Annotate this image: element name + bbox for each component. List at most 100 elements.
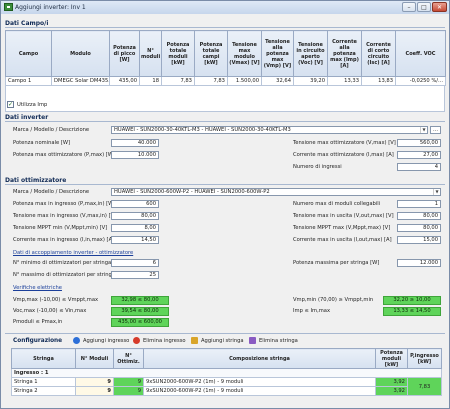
check-label: Vmp,max (-10,00) ≤ Vmppt,max [13, 297, 99, 303]
add-string-label: Aggiungi stringa [201, 337, 244, 344]
string-row-1[interactable]: Stringa 1 9 9 9xSUN2000-600W-P2 (1m) - 9… [11, 377, 442, 396]
moduli-stepper[interactable]: 9 [75, 377, 114, 387]
field-label: Tensione MPPT min (V,Mppt,min) [V] [13, 225, 108, 231]
field-input[interactable]: 1 [397, 200, 441, 208]
field-input[interactable]: 15,00 [397, 236, 441, 244]
use-imp-checkbox[interactable]: ✓ [7, 101, 14, 108]
del-input-button[interactable]: Elimina ingresso [133, 337, 186, 344]
campo-section-title: Dati Campo/i [5, 19, 445, 28]
config-col-header[interactable]: Composizione stringa [143, 348, 376, 369]
window-title: Aggiungi inverter: Inv 1 [15, 4, 86, 11]
chevron-down-icon: ▼ [420, 127, 427, 133]
field-input[interactable]: 8,00 [111, 224, 159, 232]
string-name: Stringa 2 [11, 386, 76, 396]
inverter-num-ingressi-input[interactable]: 4 [397, 163, 441, 171]
minus-circle-icon [133, 337, 140, 344]
inverter-model-select[interactable]: HUAWEI - SUN2000-30-40KTL-M3 - HUAWEI - … [111, 126, 428, 134]
ott-model-select[interactable]: HUAWEI - SUN2000-600W-P2 - HUAWEI - SUN2… [111, 188, 441, 196]
config-col-header[interactable]: N° Ottimiz. [113, 348, 144, 369]
inverter-model-value: HUAWEI - SUN2000-30-40KTL-M3 - HUAWEI - … [114, 127, 291, 133]
campo-cell: 13,33 [327, 76, 362, 86]
ott-model-value: HUAWEI - SUN2000-600W-P2 - HUAWEI - SUN2… [114, 189, 270, 195]
delete-string-icon [249, 337, 256, 344]
del-string-button[interactable]: Elimina stringa [249, 337, 298, 344]
inverter-pot-max-ott-label: Potenza max ottimizzatore (P,max) [W] [13, 152, 115, 158]
config-col-header[interactable]: Potenza moduli [kW] [375, 348, 408, 369]
config-table[interactable]: Stringa N° Moduli N° Ottimiz. Composizione … [11, 348, 442, 396]
use-imp-label: Utilizza Imp [17, 102, 48, 108]
check-label: Pmoduli ≤ Pmax,in [13, 319, 63, 325]
app-icon [4, 3, 13, 11]
field-input[interactable]: 600 [111, 200, 159, 208]
string-name: Stringa 1 [11, 377, 76, 387]
campo-cell: -0,0250 %/... [395, 76, 446, 86]
field-input[interactable]: 14,50 [111, 236, 159, 244]
campo-col-header[interactable]: Potenza totale moduli [kW] [161, 30, 195, 77]
campo-col-header[interactable]: Tensione in circuito aperto (Voc) [V] [293, 30, 328, 77]
campo-table[interactable]: Campo Modulo Potenza di picco [W] N° moduli… [5, 30, 446, 86]
moduli-stepper[interactable]: 9 [75, 386, 114, 396]
potenza-moduli: 3,92 [375, 377, 408, 387]
field-label: Tensione MPPT max (V,Mppt,max) [V] [293, 225, 391, 231]
group-row[interactable]: Ingresso : 1 [11, 368, 442, 378]
pot-max-stringa-input[interactable]: 12.000 [397, 259, 441, 267]
group-label: Ingresso : 1 [11, 368, 442, 378]
ottimizzatore-section-title: Dati ottimizzatore [5, 176, 445, 185]
check-result: 32,98 ≤ 80,00 [111, 296, 169, 305]
inverter-corr-max-input[interactable]: 27,00 [397, 151, 441, 159]
campo-row[interactable]: Campo 1 DMEGC Solar DM435... 435,00 18 7,83 7… [5, 76, 446, 86]
config-col-header[interactable]: Stringa [11, 348, 76, 369]
inverter-tens-max-input[interactable]: 560,00 [397, 139, 441, 147]
campo-table-empty-area [5, 86, 445, 112]
campo-cell: Campo 1 [5, 76, 52, 86]
field-input[interactable]: 80,00 [397, 212, 441, 220]
field-input[interactable]: 80,00 [111, 212, 159, 220]
campo-cell: 435,00 [109, 76, 140, 86]
field-label: Potenza max in ingresso (P,max,in) [W] [13, 201, 116, 207]
campo-col-header[interactable]: Corrente alla potenza max (Imp) [A] [327, 30, 362, 77]
field-label: Corrente max in ingresso (I,in,max) [A] [13, 237, 115, 243]
campo-col-header[interactable]: Coeff. VOC [395, 30, 446, 77]
config-col-header[interactable]: N° Moduli [75, 348, 114, 369]
campo-col-header[interactable]: Potenza di picco [W] [109, 30, 140, 77]
minimize-button[interactable]: – [402, 2, 416, 12]
campo-cell: 1.500,00 [227, 76, 262, 86]
composizione: 9xSUN2000-600W-P2 (1m) - 9 moduli [143, 386, 376, 396]
config-col-header[interactable]: P,ingresso [kW] [407, 348, 442, 369]
inverter-num-ingressi-label: Numero di ingressi [293, 164, 342, 170]
check-label: Voc,max (-10,00) ≤ Vin,max [13, 308, 87, 314]
inverter-browse-button[interactable]: ... [430, 126, 441, 134]
campo-col-header[interactable]: Corrente di corto circuito (Isc) [A] [361, 30, 396, 77]
campo-col-header[interactable]: Tensione max modulo (Vmax) [V] [227, 30, 262, 77]
verifiche-link[interactable]: Verifiche elettriche [13, 285, 62, 291]
campo-col-header[interactable]: Campo [5, 30, 52, 77]
inverter-pot-nom-input[interactable]: 40.000 [111, 139, 159, 147]
campo-col-header[interactable]: Modulo [51, 30, 110, 77]
close-button[interactable]: ✕ [432, 2, 447, 12]
inverter-tens-max-label: Tensione max ottimizzatore (V,max) [V] [293, 140, 396, 146]
add-string-button[interactable]: Aggiungi stringa [191, 337, 244, 344]
campo-col-header[interactable]: N° moduli [139, 30, 162, 77]
campo-header-row: Campo Modulo Potenza di picco [W] N° moduli… [5, 30, 446, 77]
string-row-2[interactable]: Stringa 2 9 9 9xSUN2000-600W-P2 (1m) - 9… [11, 386, 442, 396]
inverter-pot-max-ott-input[interactable]: 10.000 [111, 151, 159, 159]
maximize-button[interactable]: □ [417, 2, 431, 12]
field-input[interactable]: 80,00 [397, 224, 441, 232]
check-result: 32,20 ≥ 10,00 [383, 296, 441, 305]
max-ott-input[interactable]: 25 [111, 271, 159, 279]
title-bar: Aggiungi inverter: Inv 1 – □ ✕ [1, 1, 449, 14]
del-string-label: Elimina stringa [259, 337, 298, 344]
check-result: 39,54 ≤ 80,00 [111, 307, 169, 316]
del-input-label: Elimina ingresso [143, 337, 186, 344]
check-result: 435,00 ≤ 600,00 [111, 318, 169, 327]
ott-model-label: Marca / Modello / Descrizione [13, 189, 90, 195]
campo-col-header[interactable]: Tensione alla potenza max (Vmp) [V] [261, 30, 294, 77]
config-header-row: Stringa N° Moduli N° Ottimiz. Composizione … [11, 348, 442, 369]
campo-col-header[interactable]: Potenza totale campi [kW] [194, 30, 228, 77]
inverter-section-title: Dati inverter [5, 113, 445, 122]
accoppiamento-link[interactable]: Dati di accoppiamento inverter - ottimiz… [13, 250, 134, 256]
chevron-down-icon: ▼ [433, 189, 440, 195]
min-ott-input[interactable]: 6 [111, 259, 159, 267]
add-input-button[interactable]: Aggiungi ingresso [73, 337, 129, 344]
campo-cell: 7,83 [161, 76, 195, 86]
